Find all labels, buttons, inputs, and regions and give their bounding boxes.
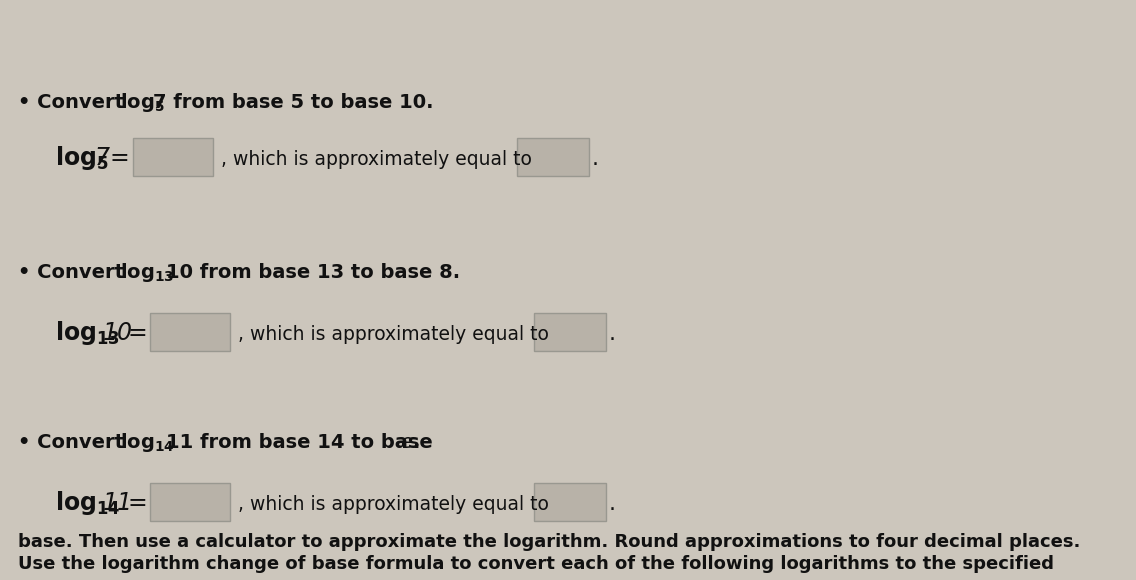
Text: , which is approximately equal to: , which is approximately equal to [222,150,532,169]
Text: $\mathregular{log_{13}}$: $\mathregular{log_{13}}$ [120,261,174,284]
Text: • Convert: • Convert [18,433,131,452]
Text: 7 from base 5 to base 10.: 7 from base 5 to base 10. [153,93,434,112]
FancyBboxPatch shape [150,483,229,521]
FancyBboxPatch shape [534,483,605,521]
Text: base. Then use a calculator to approximate the logarithm. Round approximations t: base. Then use a calculator to approxima… [18,533,1080,551]
FancyBboxPatch shape [517,138,588,176]
Text: 11 from base 14 to base: 11 from base 14 to base [166,433,440,452]
Text: 11: 11 [103,491,133,515]
Text: .: . [414,433,420,452]
FancyBboxPatch shape [133,138,214,176]
Text: =: = [110,146,130,170]
Text: .: . [609,494,616,514]
Text: $\mathregular{log_5}$: $\mathregular{log_5}$ [55,144,109,172]
Text: , which is approximately equal to: , which is approximately equal to [239,325,549,344]
Text: 10: 10 [103,321,133,345]
FancyBboxPatch shape [534,313,605,351]
Text: $\mathregular{log_{13}}$: $\mathregular{log_{13}}$ [55,319,120,347]
Text: =: = [128,491,148,515]
Text: .: . [609,324,616,344]
Text: $\mathregular{log_5}$: $\mathregular{log_5}$ [120,91,165,114]
Text: $\mathregular{log_{14}}$: $\mathregular{log_{14}}$ [120,431,175,454]
Text: 10 from base 13 to base 8.: 10 from base 13 to base 8. [166,263,460,282]
Text: , which is approximately equal to: , which is approximately equal to [239,495,549,514]
Text: .: . [592,149,599,169]
Text: =: = [127,321,147,345]
Text: $\mathregular{log_{14}}$: $\mathregular{log_{14}}$ [55,489,120,517]
Text: Use the logarithm change of base formula to convert each of the following logari: Use the logarithm change of base formula… [18,555,1054,573]
Text: 7: 7 [95,146,110,170]
Text: • Convert: • Convert [18,263,131,282]
FancyBboxPatch shape [150,313,229,351]
Text: $\mathit{e}$: $\mathit{e}$ [400,433,414,452]
Text: • Convert: • Convert [18,93,131,112]
